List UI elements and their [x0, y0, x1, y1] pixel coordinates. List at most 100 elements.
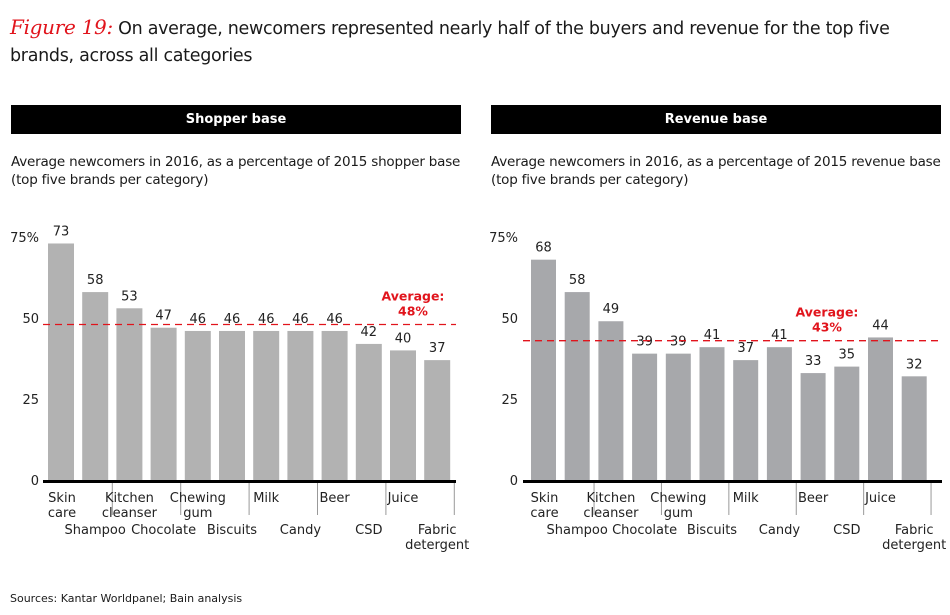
bar [564, 292, 590, 480]
bar-value-label: 58 [87, 273, 104, 288]
x-tick-label: Skin [531, 491, 559, 506]
x-tick-label: Biscuits [207, 523, 257, 538]
shopper-base-header: Shopper base [11, 105, 461, 134]
figure-number: Figure 19: [10, 15, 113, 39]
bar-value-label: 40 [395, 331, 412, 346]
bar-value-label: 58 [569, 273, 586, 288]
average-value-label: 43% [812, 320, 842, 335]
bar [219, 330, 245, 480]
x-tick-label: Juice [864, 491, 896, 506]
y-tick-label: 50 [22, 312, 39, 327]
bar [834, 366, 860, 480]
x-tick-label: Shampoo [547, 523, 608, 538]
bar [116, 308, 143, 480]
bar [321, 330, 348, 480]
x-tick-label: Skin [48, 491, 76, 506]
x-tick-label: cleanser [583, 506, 639, 521]
average-label: Average: [796, 305, 859, 320]
bar-value-label: 49 [603, 302, 620, 317]
bar-value-label: 44 [872, 318, 889, 333]
x-tick-label: Chewing [650, 491, 706, 506]
y-tick-label: 0 [31, 474, 39, 489]
bar-value-label: 42 [361, 325, 378, 340]
bar [424, 360, 451, 480]
bar-value-label: 46 [224, 312, 241, 327]
bar-value-label: 35 [839, 348, 856, 363]
bar-value-label: 68 [535, 241, 552, 256]
bar [901, 376, 927, 480]
x-tick-label: gum [664, 506, 693, 521]
y-tick-label: 0 [510, 474, 518, 489]
bar [699, 347, 725, 480]
x-tick-label: detergent [405, 538, 469, 553]
bar [287, 330, 314, 480]
bar-value-label: 41 [704, 328, 721, 343]
bar-value-label: 37 [429, 341, 446, 356]
bar-value-label: 39 [670, 335, 687, 350]
average-label: Average: [382, 288, 445, 303]
shopper-chart-title: Average newcomers in 2016, as a percenta… [11, 154, 461, 170]
bar-value-label: 46 [190, 312, 207, 327]
bar [355, 343, 382, 480]
bar-value-label: 47 [155, 309, 172, 324]
bar [48, 243, 74, 480]
bar [800, 373, 826, 480]
x-tick-label: detergent [882, 538, 946, 553]
revenue-chart-title: Average newcomers in 2016, as a percenta… [491, 154, 941, 170]
bar-value-label: 46 [326, 312, 343, 327]
bar [184, 330, 211, 480]
bar-value-label: 37 [737, 341, 754, 356]
x-tick-label: care [530, 506, 558, 521]
bar [531, 259, 556, 480]
average-value-label: 48% [398, 303, 428, 318]
y-tick-label: 25 [22, 393, 39, 408]
bar [665, 353, 691, 480]
revenue-base-header: Revenue base [491, 105, 941, 134]
x-tick-label: Fabric [418, 523, 457, 538]
x-tick-label: Beer [319, 491, 350, 506]
bar-value-label: 46 [292, 312, 309, 327]
shopper-chart-subtitle: (top five brands per category) [11, 172, 209, 188]
bar-value-label: 39 [636, 335, 653, 350]
x-tick-label: Chocolate [131, 523, 196, 538]
revenue-base-subtitle: Average newcomers in 2016, as a percenta… [491, 153, 950, 189]
x-tick-label: Candy [280, 523, 322, 538]
figure-title-text: On average, newcomers represented nearly… [10, 19, 890, 66]
x-tick-label: Chocolate [612, 523, 677, 538]
bar [598, 321, 624, 480]
y-tick-label: 75% [489, 231, 518, 246]
x-tick-label: CSD [833, 523, 860, 538]
y-tick-label: 50 [501, 312, 518, 327]
bar [82, 292, 109, 480]
shopper-base-subtitle: Average newcomers in 2016, as a percenta… [11, 153, 471, 189]
x-tick-label: Milk [253, 491, 279, 506]
bar [733, 360, 759, 480]
bar-value-label: 33 [805, 354, 822, 369]
shopper-base-chart: 0 25 50 75% 73 58 53 47 46 46 46 46 46 42 40 37 Average:… [10, 224, 469, 553]
bar [766, 347, 792, 480]
x-tick-label: Juice [387, 491, 419, 506]
x-tick-label: gum [183, 506, 212, 521]
x-tick-label: cleanser [102, 506, 158, 521]
bar-value-label: 53 [121, 289, 138, 304]
x-tick-label: Biscuits [687, 523, 737, 538]
bar-value-label: 46 [258, 312, 275, 327]
bar-value-label: 32 [906, 357, 923, 372]
x-tick-label: CSD [355, 523, 382, 538]
bar [868, 337, 893, 480]
bar [253, 330, 280, 480]
x-tick-label: Fabric [895, 523, 934, 538]
x-tick-label: Shampoo [65, 523, 126, 538]
bar [632, 353, 658, 480]
x-tick-label: Beer [798, 491, 829, 506]
x-tick-label: Milk [733, 491, 759, 506]
bar-value-label: 73 [53, 224, 70, 239]
bar [150, 327, 177, 480]
sources-note: Sources: Kantar Worldpanel; Bain analysi… [10, 592, 243, 605]
revenue-chart-subtitle: (top five brands per category) [491, 172, 689, 188]
y-tick-label: 75% [10, 231, 39, 246]
x-tick-label: Kitchen [105, 491, 154, 506]
x-tick-label: Chewing [170, 491, 226, 506]
bar-value-label: 41 [771, 328, 788, 343]
figure-title: Figure 19: On average, newcomers represe… [10, 14, 945, 70]
